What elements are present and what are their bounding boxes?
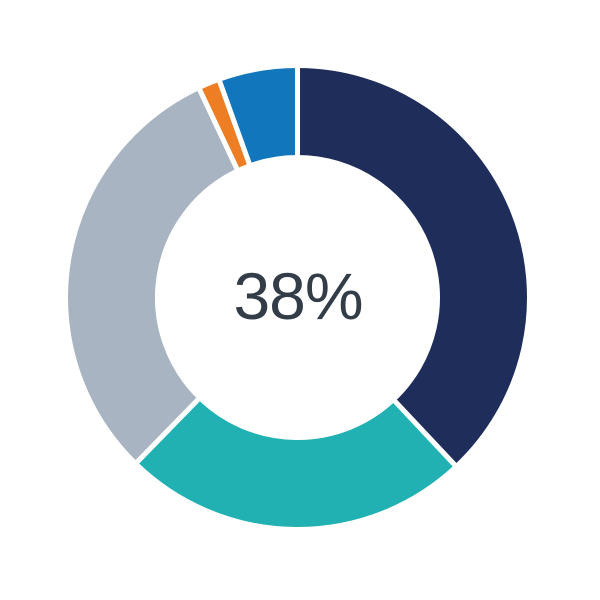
donut-slices bbox=[63, 63, 532, 532]
donut-slice-teal bbox=[133, 395, 459, 532]
donut-center-label: 38% bbox=[233, 258, 363, 333]
donut-slice-blue bbox=[216, 63, 300, 169]
donut-slice-gray bbox=[63, 85, 241, 467]
donut-slice-navy bbox=[295, 63, 532, 470]
